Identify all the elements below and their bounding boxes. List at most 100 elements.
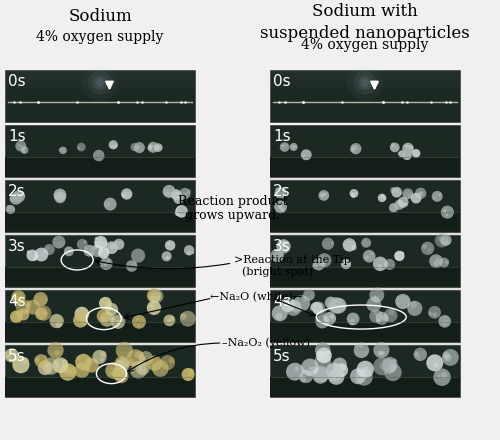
Circle shape bbox=[376, 319, 380, 324]
Circle shape bbox=[106, 306, 111, 311]
Bar bbox=[270, 84, 460, 88]
Circle shape bbox=[93, 150, 104, 161]
Circle shape bbox=[331, 299, 332, 300]
Circle shape bbox=[152, 360, 168, 377]
Bar bbox=[5, 79, 195, 82]
Bar bbox=[5, 267, 195, 287]
Circle shape bbox=[94, 236, 108, 249]
Circle shape bbox=[384, 363, 402, 381]
Circle shape bbox=[280, 247, 283, 250]
Circle shape bbox=[393, 209, 394, 210]
Circle shape bbox=[382, 359, 396, 374]
Text: 1s: 1s bbox=[273, 129, 290, 144]
Circle shape bbox=[320, 309, 326, 315]
Circle shape bbox=[42, 254, 44, 256]
Circle shape bbox=[12, 290, 26, 304]
Circle shape bbox=[384, 308, 398, 322]
Bar bbox=[270, 131, 460, 137]
Circle shape bbox=[294, 146, 296, 148]
Bar bbox=[270, 91, 460, 93]
Circle shape bbox=[288, 303, 294, 309]
Circle shape bbox=[54, 189, 66, 202]
FancyBboxPatch shape bbox=[270, 235, 460, 287]
Circle shape bbox=[39, 367, 40, 368]
Circle shape bbox=[314, 353, 331, 370]
Circle shape bbox=[280, 142, 289, 152]
Circle shape bbox=[156, 296, 158, 297]
Circle shape bbox=[152, 293, 155, 297]
Circle shape bbox=[288, 305, 292, 309]
Circle shape bbox=[88, 71, 112, 95]
Circle shape bbox=[60, 147, 67, 154]
Circle shape bbox=[326, 319, 328, 322]
Circle shape bbox=[301, 359, 318, 376]
Circle shape bbox=[148, 142, 158, 153]
Circle shape bbox=[182, 368, 194, 381]
Circle shape bbox=[414, 150, 415, 151]
Circle shape bbox=[390, 208, 392, 210]
Circle shape bbox=[412, 149, 420, 158]
Bar bbox=[5, 231, 195, 237]
Circle shape bbox=[320, 261, 326, 267]
Circle shape bbox=[443, 209, 446, 213]
Circle shape bbox=[166, 191, 169, 194]
Circle shape bbox=[446, 320, 450, 323]
Circle shape bbox=[96, 309, 111, 323]
Circle shape bbox=[26, 249, 38, 261]
Bar bbox=[270, 73, 460, 76]
Circle shape bbox=[394, 251, 404, 261]
Circle shape bbox=[361, 238, 371, 248]
Circle shape bbox=[437, 235, 442, 241]
Circle shape bbox=[124, 195, 126, 197]
Circle shape bbox=[84, 247, 85, 248]
Circle shape bbox=[415, 197, 416, 198]
Circle shape bbox=[134, 351, 142, 359]
Circle shape bbox=[356, 361, 374, 378]
Circle shape bbox=[334, 366, 338, 369]
Bar bbox=[5, 182, 195, 188]
Bar bbox=[270, 377, 460, 397]
Circle shape bbox=[340, 373, 343, 376]
Circle shape bbox=[274, 187, 286, 199]
Circle shape bbox=[398, 303, 400, 305]
Circle shape bbox=[147, 289, 161, 303]
Circle shape bbox=[104, 253, 106, 255]
Circle shape bbox=[404, 203, 406, 205]
Circle shape bbox=[91, 245, 103, 257]
Circle shape bbox=[100, 312, 115, 327]
Circle shape bbox=[335, 365, 342, 372]
Circle shape bbox=[108, 316, 113, 321]
Circle shape bbox=[393, 359, 396, 363]
Circle shape bbox=[104, 263, 107, 266]
Circle shape bbox=[398, 197, 408, 208]
Circle shape bbox=[377, 264, 382, 269]
Circle shape bbox=[374, 342, 390, 358]
Bar bbox=[270, 341, 460, 347]
Circle shape bbox=[59, 363, 76, 381]
Circle shape bbox=[19, 193, 25, 199]
Circle shape bbox=[135, 144, 137, 146]
Text: 4s: 4s bbox=[8, 294, 25, 309]
Circle shape bbox=[138, 365, 142, 369]
Circle shape bbox=[114, 239, 124, 250]
Circle shape bbox=[442, 320, 448, 326]
Circle shape bbox=[324, 193, 326, 196]
Circle shape bbox=[432, 191, 442, 202]
Circle shape bbox=[334, 363, 348, 377]
Circle shape bbox=[316, 377, 318, 379]
Circle shape bbox=[18, 143, 20, 146]
Circle shape bbox=[54, 192, 66, 203]
Circle shape bbox=[116, 320, 119, 324]
Circle shape bbox=[61, 196, 64, 199]
Circle shape bbox=[404, 147, 412, 156]
Circle shape bbox=[432, 312, 437, 317]
FancyBboxPatch shape bbox=[270, 180, 460, 232]
Circle shape bbox=[148, 359, 150, 361]
Circle shape bbox=[364, 367, 368, 370]
Circle shape bbox=[408, 301, 422, 316]
Circle shape bbox=[189, 374, 191, 377]
Circle shape bbox=[148, 146, 152, 151]
Circle shape bbox=[280, 297, 295, 312]
Circle shape bbox=[362, 370, 364, 374]
Circle shape bbox=[441, 205, 454, 219]
